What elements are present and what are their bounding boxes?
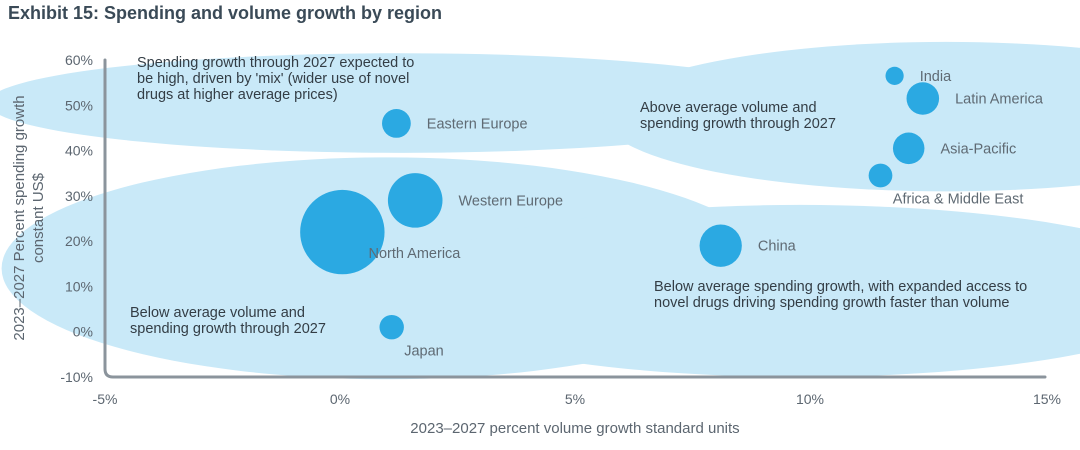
region-annotation-3: Below average volume and spending growth … bbox=[130, 305, 326, 337]
region-ellipse-4 bbox=[391, 204, 1080, 377]
region-annotation-line: Below average volume and bbox=[130, 305, 305, 321]
bubble-label-north-america: North America bbox=[369, 246, 462, 262]
bubble-label-latin-america: Latin America bbox=[955, 91, 1044, 107]
bubble-china bbox=[699, 224, 742, 267]
bubbles-layer bbox=[300, 66, 940, 340]
region-annotation-line: drugs at higher average prices) bbox=[137, 87, 338, 103]
bubble-label-asia-pacific: Asia-Pacific bbox=[940, 141, 1016, 157]
region-annotation-line: Above average volume and bbox=[640, 100, 817, 116]
x-tick-label: 5% bbox=[565, 391, 585, 407]
y-tick-label: 60% bbox=[65, 52, 93, 68]
bubble-label-western-europe: Western Europe bbox=[459, 193, 564, 209]
region-annotation-line: Spending growth through 2027 expected to bbox=[137, 55, 414, 71]
y-axis-label: 2023–2027 Percent spending growth constan… bbox=[11, 95, 47, 340]
chart-title: Exhibit 15: Spending and volume growth b… bbox=[8, 3, 443, 23]
region-annotation-1: Spending growth through 2027 expected to… bbox=[137, 55, 414, 103]
y-tick-label: 40% bbox=[65, 143, 93, 159]
x-tick-label: 15% bbox=[1033, 391, 1061, 407]
region-annotation-line: Below average spending growth, with expa… bbox=[654, 279, 1027, 295]
region-ellipse-2 bbox=[603, 41, 1080, 192]
region-annotation-4: Below average spending growth, with expa… bbox=[654, 279, 1027, 311]
bubble-north-america bbox=[300, 189, 385, 275]
y-tick-label: 10% bbox=[65, 278, 93, 294]
y-tick-label: -10% bbox=[60, 369, 93, 385]
bubble-western-europe bbox=[387, 173, 443, 228]
region-annotation-line: spending growth through 2027 bbox=[130, 321, 326, 337]
annotations-layer: Spending growth through 2027 expected to… bbox=[130, 55, 1027, 337]
y-tick-label: 20% bbox=[65, 233, 93, 249]
axes-layer: 60% 50% 40% 30% 20% 10% 0% -10%-5% 0% 5% 10% 15% 202… bbox=[11, 52, 1061, 437]
bubble-label-eastern-europe: Eastern Europe bbox=[427, 116, 528, 132]
x-axis-label: 2023–2027 percent volume growth standard… bbox=[410, 420, 739, 437]
region-annotation-line: be high, driven by 'mix' (wider use of n… bbox=[137, 71, 409, 87]
axis-lines bbox=[103, 58, 1047, 379]
x-tick-label: 0% bbox=[330, 391, 350, 407]
bubble-asia-pacific bbox=[892, 132, 925, 165]
bubble-latin-america bbox=[906, 82, 940, 115]
regions-layer bbox=[0, 41, 1080, 380]
bubble-label-japan: Japan bbox=[404, 343, 444, 359]
bubble-label-china: China bbox=[758, 239, 797, 255]
y-tick-label: 0% bbox=[73, 324, 93, 340]
bubble-label-india: India bbox=[920, 69, 952, 85]
y-axis-label-line: 2023–2027 Percent spending growth bbox=[11, 95, 28, 340]
bubble-label-africa-and-middle-east: Africa & Middle East bbox=[893, 191, 1024, 207]
region-annotation-2: Above average volume and spending growth … bbox=[640, 100, 836, 132]
bubble-japan bbox=[379, 314, 404, 340]
bubble-india bbox=[885, 66, 904, 85]
bubble-eastern-europe bbox=[382, 109, 411, 138]
y-tick-label: 50% bbox=[65, 97, 93, 113]
region-annotation-line: novel drugs driving spending growth fast… bbox=[654, 295, 1009, 311]
bubble-africa-and-middle-east bbox=[868, 163, 893, 188]
x-tick-label: 10% bbox=[796, 391, 824, 407]
y-tick-label: 30% bbox=[65, 188, 93, 204]
y-axis-label-line: constant US$ bbox=[30, 172, 47, 263]
x-tick-label: -5% bbox=[93, 391, 118, 407]
region-annotation-line: spending growth through 2027 bbox=[640, 116, 836, 132]
